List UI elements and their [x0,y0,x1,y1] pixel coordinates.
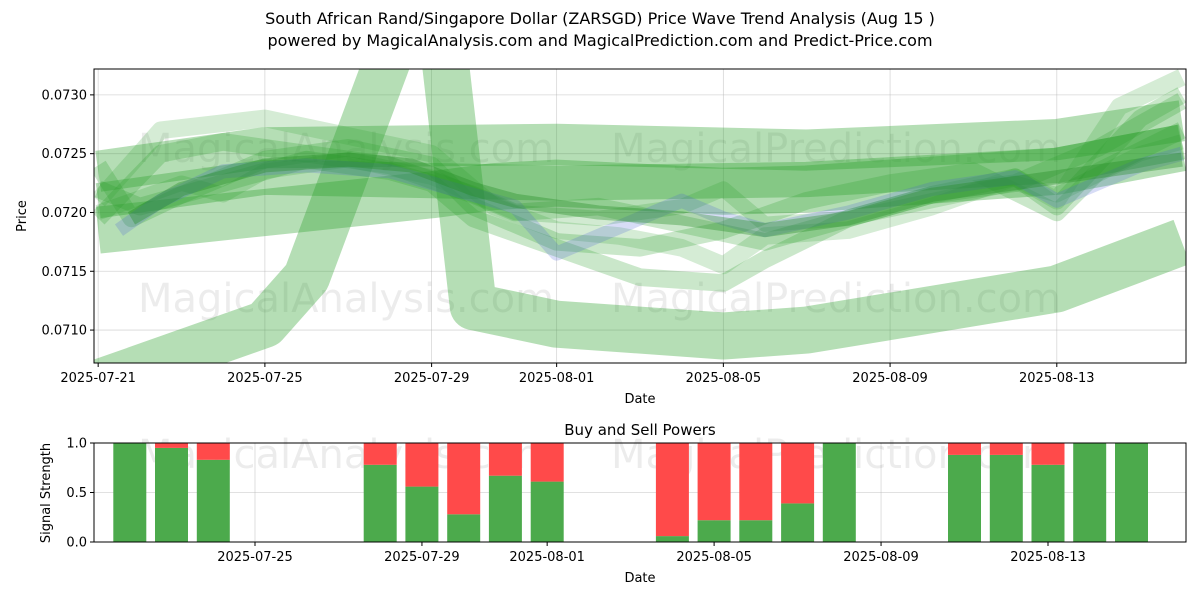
signal-x-tick-label: 2025-08-13 [1010,550,1086,565]
buy-bar [739,520,773,542]
series-wave-3 [94,93,1186,251]
buy-bar [822,443,856,542]
price-x-label: Date [624,392,655,407]
price-x-ticks: 2025-07-21 2025-07-25 2025-07-29 2025-08-01… [60,363,1095,386]
buy-bar [948,454,981,542]
sell-bar [697,443,731,521]
series-wave-1 [94,122,1186,257]
price-x-tick-label: 2025-07-29 [394,371,470,386]
watermark-prediction-mid: MagicalPrediction.com [611,276,1061,322]
sell-bar [447,443,481,515]
series-wave-2 [94,87,1186,292]
price-watermarks: MagicalAnalysis.com MagicalPrediction.co… [138,126,1061,322]
buy-bar [196,459,230,542]
buy-bar [405,486,439,542]
signal-x-ticks: 2025-07-25 2025-07-29 2025-08-01 2025-08-05… [217,542,1086,565]
series-wave-5 [95,134,1184,232]
buy-bar [989,454,1023,542]
price-y-tick-label: 0.0715 [42,265,88,280]
buy-bar [447,514,481,542]
signal-y-ticks: 0.0 0.5 1.0 [66,437,94,551]
buy-bar [530,481,564,542]
sell-bar [948,443,981,455]
series-wide-band-2 [95,124,1186,254]
sell-bar [739,443,773,521]
buy-bar [781,503,815,542]
price-y-tick-label: 0.0725 [42,147,88,162]
signal-x-tick-label: 2025-08-09 [843,550,919,565]
sell-bar [405,443,439,487]
price-y-tick-label: 0.0730 [42,88,88,103]
series-wide-band-3 [95,100,1185,192]
series-wave-4 [94,69,1186,275]
series-wide-band-1 [94,69,1186,363]
series-wave-blue [114,146,1184,261]
signal-title: Buy and Sell Powers [564,421,716,439]
price-x-tick-label: 2025-08-13 [1019,371,1095,386]
price-x-tick-label: 2025-08-05 [686,371,762,386]
sell-bar [155,443,188,448]
buy-bar [1073,443,1107,542]
signal-y-tick-label: 0.0 [66,536,87,551]
price-y-label: Price [15,200,30,232]
signal-x-label: Date [624,571,655,586]
price-plot-panel: MagicalAnalysis.com MagicalPrediction.co… [15,68,1187,407]
price-grid [94,69,1186,363]
price-y-tick-label: 0.0710 [42,324,88,339]
price-y-tick-label: 0.0720 [42,206,88,221]
sell-bar [196,443,230,460]
sell-bar [1031,443,1065,465]
buy-bar [113,443,147,542]
buy-bar [155,447,188,542]
sell-bar [989,443,1023,455]
price-x-tick-label: 2025-08-09 [852,371,928,386]
buy-bar [1031,464,1065,542]
watermark-analysis-mid: MagicalAnalysis.com [138,276,554,322]
signal-y-label: Signal Strength [39,443,54,543]
price-x-tick-label: 2025-07-25 [227,371,303,386]
buy-bar [363,464,397,542]
sell-bar [781,443,815,504]
sell-bar [363,443,397,465]
signal-x-tick-label: 2025-07-25 [217,550,293,565]
main-title: South African Rand/Singapore Dollar (ZAR… [265,9,935,28]
buy-bar [655,536,689,542]
chart-titles: South African Rand/Singapore Dollar (ZAR… [0,8,1200,52]
signal-y-tick-label: 0.5 [66,486,87,501]
signal-y-tick-label: 1.0 [66,437,87,452]
buy-bar [488,475,522,542]
sub-title: powered by MagicalAnalysis.com and Magic… [267,31,933,50]
buy-bar [1115,443,1148,542]
watermark-analysis-top: MagicalAnalysis.com [138,126,554,172]
signal-x-tick-label: 2025-07-29 [384,550,460,565]
price-plot-frame [93,68,1187,364]
price-y-ticks: 0.0710 0.0715 0.0720 0.0725 0.0730 [42,88,94,339]
series-wide-band-4 [95,124,1186,219]
sell-bar [530,443,564,482]
watermark-prediction-top: MagicalPrediction.com [611,126,1061,172]
signal-x-tick-label: 2025-08-05 [676,550,752,565]
sell-bar [488,443,522,476]
signal-bars [113,443,1148,542]
price-x-tick-label: 2025-08-01 [519,371,595,386]
price-series [94,69,1186,363]
price-x-tick-label: 2025-07-21 [60,371,136,386]
signal-plot-panel: Buy and Sell Powers MagicalAnalysis.com … [39,421,1187,586]
sell-bar [655,443,689,537]
series-wave-dark [127,152,1183,238]
signal-x-tick-label: 2025-08-01 [509,550,585,565]
buy-bar [697,520,731,542]
